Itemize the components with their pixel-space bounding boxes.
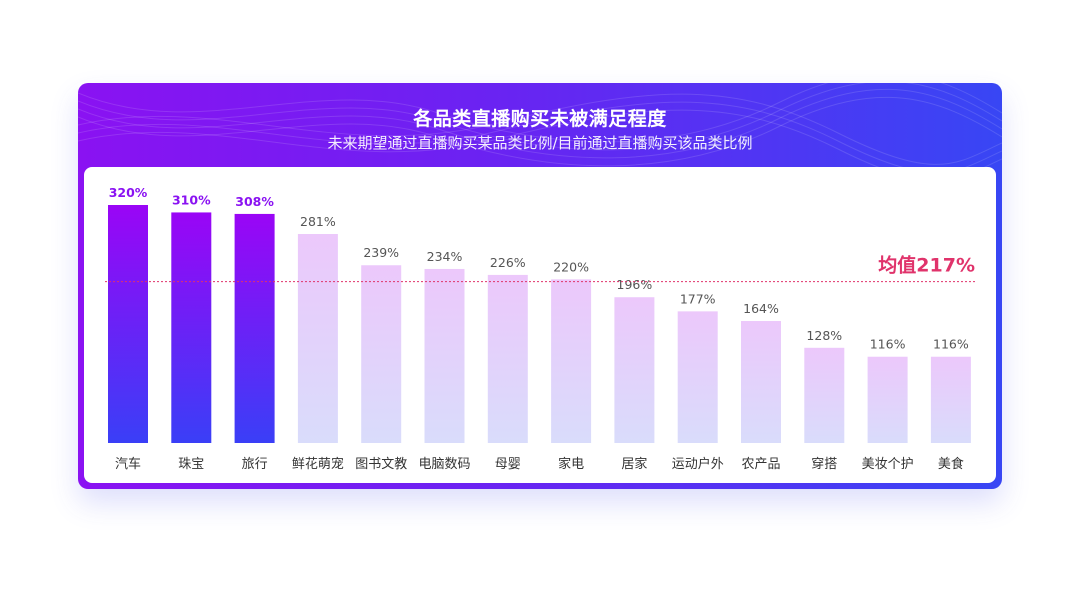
- header-wave-decoration: [78, 83, 1002, 181]
- bar-7: [551, 279, 592, 443]
- data-label-5: 234%: [427, 249, 463, 264]
- category-label-12: 美妆个护: [862, 457, 914, 472]
- category-label-1: 珠宝: [178, 457, 204, 472]
- category-label-2: 旅行: [242, 457, 268, 472]
- average-label: 均值217%: [878, 254, 975, 277]
- data-label-1: 310%: [172, 192, 211, 207]
- bar-9: [677, 311, 718, 443]
- data-label-8: 196%: [617, 277, 653, 292]
- bar-4: [361, 265, 402, 443]
- data-label-13: 116%: [933, 337, 969, 352]
- data-label-0: 320%: [109, 185, 148, 200]
- category-label-5: 电脑数码: [418, 457, 470, 472]
- data-label-10: 164%: [743, 301, 779, 316]
- bar-8: [614, 297, 655, 443]
- category-label-10: 农产品: [741, 457, 780, 472]
- chart-subtitle: 未来期望通过直播购买某品类比例/目前通过直播购买该品类比例: [327, 134, 753, 152]
- category-label-3: 鲜花萌宠: [292, 456, 344, 472]
- data-label-11: 128%: [806, 328, 842, 343]
- category-label-13: 美食: [938, 456, 964, 472]
- chart-title: 各品类直播购买未被满足程度: [413, 108, 667, 130]
- data-label-2: 308%: [235, 194, 274, 209]
- category-label-8: 居家: [621, 456, 647, 472]
- category-label-9: 运动户外: [672, 456, 724, 472]
- category-label-6: 母婴: [495, 457, 521, 472]
- category-label-11: 穿搭: [811, 456, 837, 472]
- data-label-6: 226%: [490, 255, 526, 270]
- data-label-12: 116%: [870, 337, 906, 352]
- bar-6: [487, 274, 528, 443]
- bar-2: [234, 213, 275, 443]
- bar-11: [804, 347, 845, 443]
- bar-5: [424, 268, 465, 443]
- bar-13: [930, 356, 971, 443]
- bar-0: [108, 205, 148, 443]
- data-label-7: 220%: [553, 259, 589, 274]
- data-label-4: 239%: [363, 245, 399, 260]
- category-label-7: 家电: [558, 456, 584, 472]
- bar-12: [867, 356, 908, 443]
- bar-1: [171, 212, 212, 443]
- category-label-0: 汽车: [115, 456, 141, 472]
- data-label-9: 177%: [680, 291, 716, 306]
- category-label-4: 图书文教: [355, 456, 407, 472]
- bar-10: [741, 321, 781, 443]
- bar-3: [297, 234, 338, 443]
- data-label-3: 281%: [300, 214, 336, 229]
